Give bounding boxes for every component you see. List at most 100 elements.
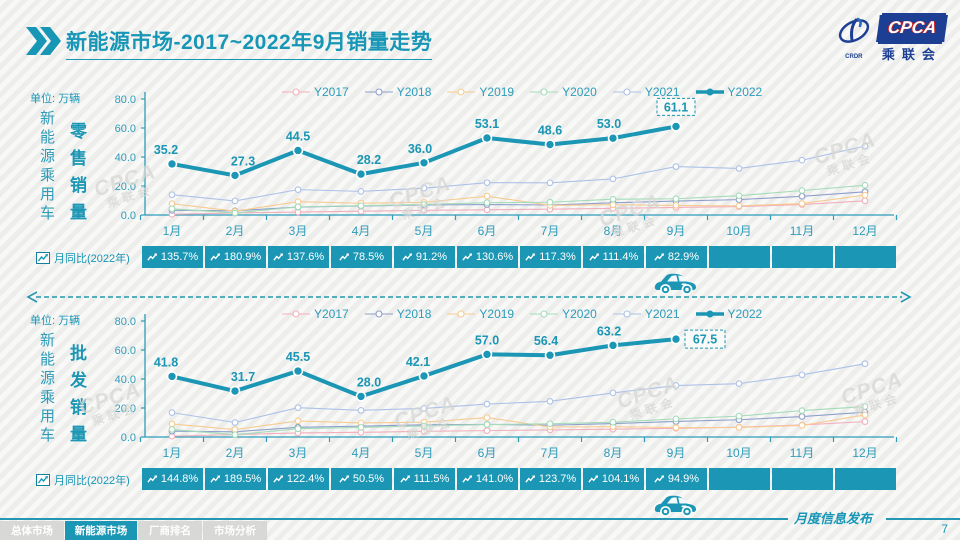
page-title-bold: 新能源市场 [66,31,174,54]
x-axis-label: 7月 [541,446,560,460]
legend-label: Y2017 [314,307,349,321]
yoy-cell-3月: 137.6% [268,246,329,268]
data-point-Y2021 [609,389,617,397]
data-point-Y2020 [168,426,176,433]
data-point-Y2021 [672,382,680,389]
trend-up-icon [147,253,157,261]
wholesale-chart-block: 单位: 万辆 新能源乘用车 批发销量 Y2017 Y2018 Y2019 Y2020 Y… [0,300,960,522]
data-point-Y2022 [544,349,556,361]
legend-marker-icon [612,88,641,96]
data-point-Y2019 [672,202,680,209]
data-point-Y2020 [294,425,302,433]
yoy-cell-3月: 122.4% [268,468,329,490]
data-point-Y2019 [861,411,869,419]
yoy-label-text: 月同比(2022年) [54,253,130,265]
dashed-divider-arrow [26,291,912,303]
yoy-cell-6月: 141.0% [457,468,518,490]
yoy-row-label: 月同比(2022年) [36,470,130,490]
series-line-Y2020 [171,184,866,214]
y-tick-label: 0.0 [121,210,136,222]
unit-label: 单位: 万辆 [30,315,81,327]
data-label: 56.4 [534,334,558,348]
yoy-cell-7月: 123.7% [520,468,581,490]
car-icon [653,270,699,296]
data-point-Y2021 [798,371,806,379]
x-axis-label: 12月 [852,224,877,238]
legend-label: Y2017 [314,85,349,99]
trend-up-icon [525,253,536,261]
data-point-Y2021 [420,405,428,412]
data-point-Y2020 [483,421,491,428]
footer-tab-总体市场[interactable]: 总体市场 [0,521,64,540]
x-axis-label: 4月 [352,446,371,460]
footer-tabs: 总体市场 新能源市场 厂商排名 市场分析 [0,521,267,540]
data-point-Y2021 [420,184,428,192]
legend-marker-icon [364,310,393,318]
trend-up-icon [273,475,283,483]
data-point-Y2022 [229,170,241,181]
data-point-Y2020 [735,192,743,200]
data-label: 63.2 [597,324,621,338]
data-label: 45.5 [286,350,310,364]
data-point-Y2018 [798,192,806,200]
car-glyph [654,495,696,517]
data-point-Y2021 [735,380,743,387]
legend-item-Y2022: Y2022 [695,307,762,321]
yoy-value: 123.7% [538,473,577,485]
data-point-Y2021 [672,163,680,170]
data-label: 28.0 [357,375,381,389]
data-point-Y2019 [168,420,176,428]
data-point-Y2020 [294,203,302,211]
footer-tab-厂商排名[interactable]: 厂商排名 [138,521,202,540]
data-point-Y2019 [483,192,491,200]
data-point-Y2022 [418,370,430,382]
data-point-Y2020 [357,202,365,210]
trend-up-icon [402,253,412,261]
data-label: 35.2 [154,143,178,157]
footer-tab-市场分析[interactable]: 市场分析 [203,521,267,540]
footer-tab-新能源市场[interactable]: 新能源市场 [65,521,137,540]
trend-up-icon [462,475,472,483]
series-line-Y2018 [171,411,866,433]
data-label: 53.0 [597,117,621,131]
data-point-Y2022 [481,349,493,360]
data-point-Y2020 [609,418,617,426]
data-point-Y2021 [483,400,491,408]
measure-label: 零售销量 [67,122,86,230]
legend-label: Y2020 [562,85,597,99]
legend-label: Y2018 [396,85,432,99]
car-icon [653,492,699,518]
trend-up-icon [589,253,599,261]
legend-marker-icon [530,310,559,318]
series-line-Y2021 [171,145,866,202]
legend-item-Y2017: Y2017 [282,307,349,321]
data-label: 42.1 [406,355,430,369]
data-point-Y2022 [355,168,367,180]
yoy-value: 91.2% [415,251,448,263]
data-point-Y2017 [420,427,428,435]
series-line-Y2017 [171,200,866,215]
y-tick-label: 40.0 [115,374,136,386]
data-point-Y2019 [294,417,302,425]
data-point-Y2018 [798,413,806,420]
cpca-emblem-text: CRDR [845,54,863,60]
y-tick-label: 80.0 [115,94,136,106]
data-point-Y2021 [735,165,743,172]
data-point-Y2020 [231,209,239,217]
data-point-Y2020 [672,415,680,423]
data-point-Y2020 [420,422,428,430]
trend-up-icon [588,475,598,483]
data-point-Y2019 [735,202,743,210]
data-point-Y2022 [607,340,619,351]
legend-label: Y2021 [644,85,680,99]
y-tick-label: 20.0 [115,181,136,193]
data-point-Y2022 [670,121,682,132]
legend-label: Y2019 [479,85,515,99]
data-point-Y2019 [609,201,617,209]
yoy-cell-8月: 104.1% [583,468,644,490]
data-point-Y2021 [546,397,554,405]
yoy-value: 144.8% [160,473,199,485]
data-label: 44.5 [286,129,310,143]
legend-label: Y2019 [479,307,515,321]
data-point-Y2020 [168,205,176,213]
